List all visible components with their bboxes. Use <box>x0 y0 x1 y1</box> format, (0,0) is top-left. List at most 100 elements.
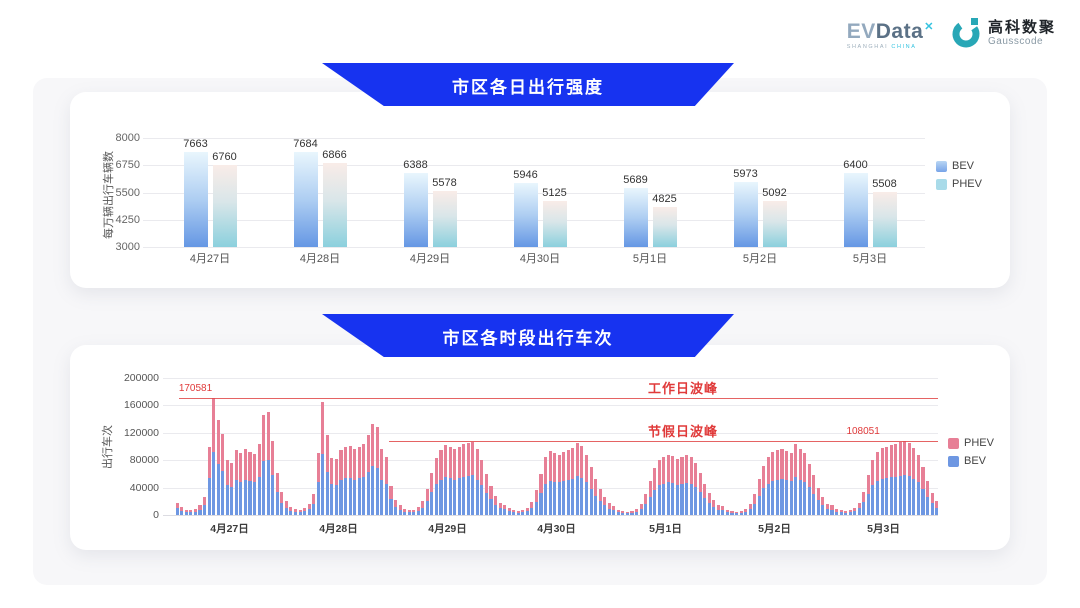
bev-segment <box>253 482 257 515</box>
phev-segment <box>444 445 448 478</box>
bar-value-label: 7684 <box>293 138 318 150</box>
bev-segment <box>271 475 275 515</box>
bev-segment <box>389 499 393 515</box>
bev-segment <box>812 493 816 515</box>
bev-segment <box>907 476 911 515</box>
phev-segment <box>525 508 529 512</box>
bev-segment <box>712 506 716 515</box>
phev-segment <box>680 456 684 484</box>
phev-segment <box>712 499 716 507</box>
stacked-bar <box>607 378 612 515</box>
bev-segment <box>398 509 402 515</box>
bev-segment <box>225 485 229 515</box>
stacked-bar <box>789 378 794 515</box>
phev-segment <box>562 452 566 481</box>
phev-segment <box>284 501 288 508</box>
stacked-bar <box>557 378 562 515</box>
stacked-bar <box>539 378 544 515</box>
hourly-x-axis-labels: 4月27日 4月28日 4月29日 4月30日 5月1日 5月2日 5月3日 <box>175 521 938 536</box>
bev-segment <box>630 512 634 515</box>
stacked-bar <box>752 378 757 515</box>
phev-segment <box>480 460 484 486</box>
phev-segment <box>875 452 880 481</box>
bev-bar-column: 6400 <box>843 138 868 247</box>
phev-segment <box>175 502 179 509</box>
y-tick-label: 120000 <box>123 426 159 439</box>
bev-segment <box>880 478 884 515</box>
legend-item-phev[interactable]: PHEV <box>936 178 982 190</box>
phev-segment <box>871 460 875 486</box>
phev-segment <box>198 505 202 510</box>
phev-segment <box>289 506 293 511</box>
stacked-bar <box>648 378 653 515</box>
phev-segment <box>625 511 629 514</box>
phev-segment <box>644 494 648 504</box>
stacked-bar <box>712 378 717 515</box>
phev-segment <box>725 509 729 513</box>
bev-segment <box>498 508 502 515</box>
stacked-bar <box>725 378 730 515</box>
phev-segment <box>894 443 898 477</box>
phev-segment <box>271 441 275 476</box>
stacked-bar <box>893 378 898 515</box>
phev-bar <box>322 162 347 247</box>
stacked-bar <box>552 378 557 515</box>
bev-segment <box>839 512 843 515</box>
bev-segment <box>616 512 620 515</box>
stacked-bar <box>411 378 416 515</box>
phev-segment <box>794 444 798 477</box>
bev-segment <box>421 507 425 515</box>
phev-segment <box>598 488 602 501</box>
legend-item-bev[interactable]: BEV <box>936 160 982 172</box>
bev-segment <box>684 482 689 515</box>
stacked-bar <box>475 378 480 515</box>
bev-segment <box>830 509 834 515</box>
bev-segment <box>580 477 584 515</box>
stacked-bar <box>243 378 248 515</box>
phev-segment <box>339 449 343 480</box>
bar-group: 5973 5092 <box>705 138 815 247</box>
stacked-bar <box>689 378 694 515</box>
stacked-bar <box>593 378 598 515</box>
stacked-bar <box>852 378 857 515</box>
bev-segment <box>653 489 657 515</box>
gridline <box>163 515 938 516</box>
bev-segment <box>889 477 893 515</box>
legend-item-bev[interactable]: BEV <box>948 455 994 467</box>
daily-chart-card: 每万辆出行车辆数 3000 4250 5500 6750 8000 7663 6760 76… <box>70 92 1010 288</box>
phev-segment <box>534 490 539 502</box>
legend-item-phev[interactable]: PHEV <box>948 437 994 449</box>
phev-segment <box>835 508 839 512</box>
stacked-bar <box>180 378 185 515</box>
y-tick-label: 0 <box>153 509 159 521</box>
phev-segment <box>298 509 302 513</box>
phev-segment <box>589 467 593 490</box>
stacked-bar <box>680 378 685 515</box>
bev-segment <box>284 507 288 515</box>
evdata-subtitle: SHANGHAI CHINA <box>846 44 917 50</box>
phev-segment <box>266 412 270 460</box>
stacked-bar <box>366 378 371 515</box>
bev-segment <box>930 503 934 515</box>
bar-group: 6388 5578 <box>375 138 485 247</box>
phev-bar <box>762 201 787 247</box>
bar-value-label: 4825 <box>652 193 677 206</box>
stacked-bar <box>589 378 594 515</box>
x-axis-label: 4月30日 <box>537 523 576 535</box>
phev-segment <box>798 449 802 480</box>
bar-value-label: 5125 <box>542 186 567 199</box>
bev-segment <box>325 471 329 515</box>
stacked-bar <box>521 378 526 515</box>
phev-segment <box>516 510 520 513</box>
bev-bar <box>623 188 648 247</box>
stacked-bar <box>421 378 426 515</box>
stacked-bar <box>766 378 771 515</box>
phev-segment <box>471 441 475 476</box>
stacked-bar <box>525 378 530 515</box>
phev-segment <box>748 504 752 510</box>
bev-segment <box>430 492 434 515</box>
bev-segment <box>903 475 907 515</box>
bev-segment <box>539 492 543 515</box>
bev-segment <box>557 482 561 515</box>
bev-segment <box>293 511 298 515</box>
